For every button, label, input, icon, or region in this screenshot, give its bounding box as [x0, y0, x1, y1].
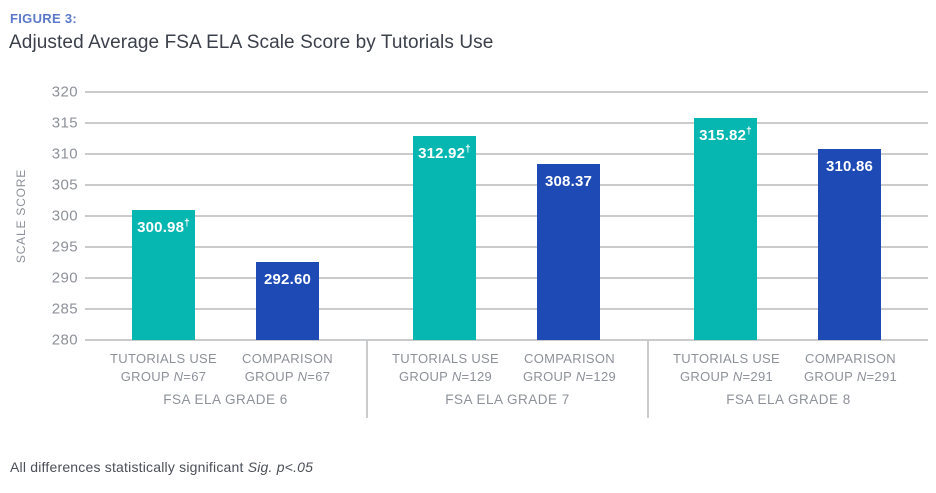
bar-cell: 292.60 — [226, 92, 350, 340]
bar-group: 315.82† 310.86 TUTORIALS USE GROUP N=291 COM… — [647, 92, 928, 418]
dagger-icon: † — [184, 217, 190, 229]
n-italic: N — [451, 369, 462, 385]
bar-cell: 300.98† — [102, 92, 226, 340]
y-tick-label: 280 — [51, 331, 78, 349]
gridline — [85, 215, 928, 217]
bar-label-line1: COMPARISON — [805, 351, 896, 366]
bar-value-label: 300.98† — [137, 217, 190, 236]
bar-comparison: 308.37 — [537, 164, 600, 340]
bar-value-label: 292.60 — [263, 270, 312, 288]
page-title: Adjusted Average FSA ELA Scale Score by … — [9, 32, 494, 53]
y-tick-label: 305 — [51, 176, 78, 194]
bar-label-line1: COMPARISON — [242, 351, 333, 366]
n-italic: N — [575, 369, 586, 385]
gridline — [85, 246, 928, 248]
bars-row: 315.82† 310.86 — [647, 92, 928, 340]
bar-tutorials: 315.82† — [694, 117, 757, 340]
gridline — [85, 277, 928, 279]
y-tick-label: 290 — [51, 269, 78, 287]
x-axis-label-area: TUTORIALS USE GROUP N=67 COMPARISON GROUP N… — [85, 340, 366, 418]
dagger-icon: † — [746, 125, 752, 137]
gridline — [85, 153, 928, 155]
bar-comparison: 310.86 — [818, 148, 881, 340]
bar-label-line1: TUTORIALS USE — [673, 351, 780, 366]
y-axis-ticks: 320 315 310 305 300 295 290 285 280 — [38, 84, 78, 349]
group-category-label: FSA ELA GRADE 7 — [445, 392, 570, 408]
bar-labels-row: TUTORIALS USE GROUP N=129 COMPARISON GROUP … — [368, 350, 647, 386]
bar-group: 312.92† 308.37 TUTORIALS USE GROUP N=129 COM… — [366, 92, 647, 418]
footnote-text: All differences statistically significan… — [10, 459, 248, 475]
bar-label: COMPARISON GROUP N=129 — [508, 350, 632, 386]
figure-label: FIGURE 3: — [10, 11, 77, 26]
bar-comparison: 292.60 — [256, 261, 319, 340]
bar-value-label: 308.37 — [544, 173, 593, 191]
x-axis-label-area: TUTORIALS USE GROUP N=291 COMPARISON GROUP … — [647, 340, 928, 418]
y-axis-title: SCALE SCORE — [14, 168, 28, 264]
bar-value-label: 310.86 — [825, 157, 874, 175]
y-tick-label: 310 — [51, 145, 78, 163]
gridline — [85, 184, 928, 186]
x-axis-label-area: TUTORIALS USE GROUP N=129 COMPARISON GROUP … — [366, 340, 647, 418]
bar-label-line2: GROUP N=129 — [522, 369, 617, 385]
gridline — [85, 308, 928, 310]
bar-label-line2: GROUP N=129 — [398, 369, 493, 385]
bar-labels-row: TUTORIALS USE GROUP N=67 COMPARISON GROUP N… — [85, 350, 366, 386]
bar-label-line2: GROUP N=67 — [244, 369, 331, 385]
bar-label: TUTORIALS USE GROUP N=291 — [665, 350, 789, 386]
bar-label-line1: TUTORIALS USE — [110, 351, 217, 366]
bar-label-line1: TUTORIALS USE — [392, 351, 499, 366]
n-italic: N — [732, 369, 743, 385]
y-tick-label: 295 — [51, 238, 78, 256]
y-tick-label: 300 — [51, 207, 78, 225]
bar-cell: 315.82† — [664, 92, 788, 340]
bar-labels-row: TUTORIALS USE GROUP N=291 COMPARISON GROUP … — [649, 350, 928, 386]
bar-tutorials: 300.98† — [132, 209, 195, 340]
y-tick-label: 285 — [51, 300, 78, 318]
bar-group: 300.98† 292.60 TUTORIALS USE GROUP N=67 COMP… — [85, 92, 366, 418]
group-category-label: FSA ELA GRADE 8 — [726, 392, 851, 408]
bar-label: COMPARISON GROUP N=291 — [789, 350, 913, 386]
bar-label-line2: GROUP N=291 — [803, 369, 898, 385]
bar-cell: 310.86 — [788, 92, 912, 340]
bar-label: TUTORIALS USE GROUP N=129 — [384, 350, 508, 386]
bar-label: TUTORIALS USE GROUP N=67 — [102, 350, 226, 386]
bar-label-line1: COMPARISON — [524, 351, 615, 366]
bars-row: 300.98† 292.60 — [85, 92, 366, 340]
bar-cell: 312.92† — [383, 92, 507, 340]
footnote: All differences statistically significan… — [10, 459, 313, 475]
bar-label-line2: GROUP N=291 — [679, 369, 774, 385]
groups-row: 300.98† 292.60 TUTORIALS USE GROUP N=67 COMP… — [85, 92, 928, 418]
gridlines — [85, 91, 928, 341]
gridline — [85, 122, 928, 124]
bar-tutorials: 312.92† — [413, 135, 476, 340]
gridline — [85, 91, 928, 93]
dagger-icon: † — [465, 143, 471, 155]
bar-label-line2: GROUP N=67 — [120, 369, 207, 385]
y-tick-label: 315 — [51, 114, 78, 132]
footnote-italic-text: Sig. p<.05 — [247, 459, 314, 475]
bar-label: COMPARISON GROUP N=67 — [226, 350, 350, 386]
n-italic: N — [856, 369, 867, 385]
bar-value-label: 315.82† — [699, 125, 752, 144]
group-category-label: FSA ELA GRADE 6 — [163, 392, 288, 408]
bar-chart: SCALE SCORE 320 315 310 305 300 295 290 285 280 … — [14, 84, 928, 418]
n-italic: N — [173, 369, 184, 385]
n-italic: N — [297, 369, 308, 385]
gridline — [85, 339, 928, 341]
y-tick-label: 320 — [51, 83, 78, 101]
bar-value-label: 312.92† — [418, 143, 471, 162]
bar-cell: 308.37 — [507, 92, 631, 340]
bars-row: 312.92† 308.37 — [366, 92, 647, 340]
